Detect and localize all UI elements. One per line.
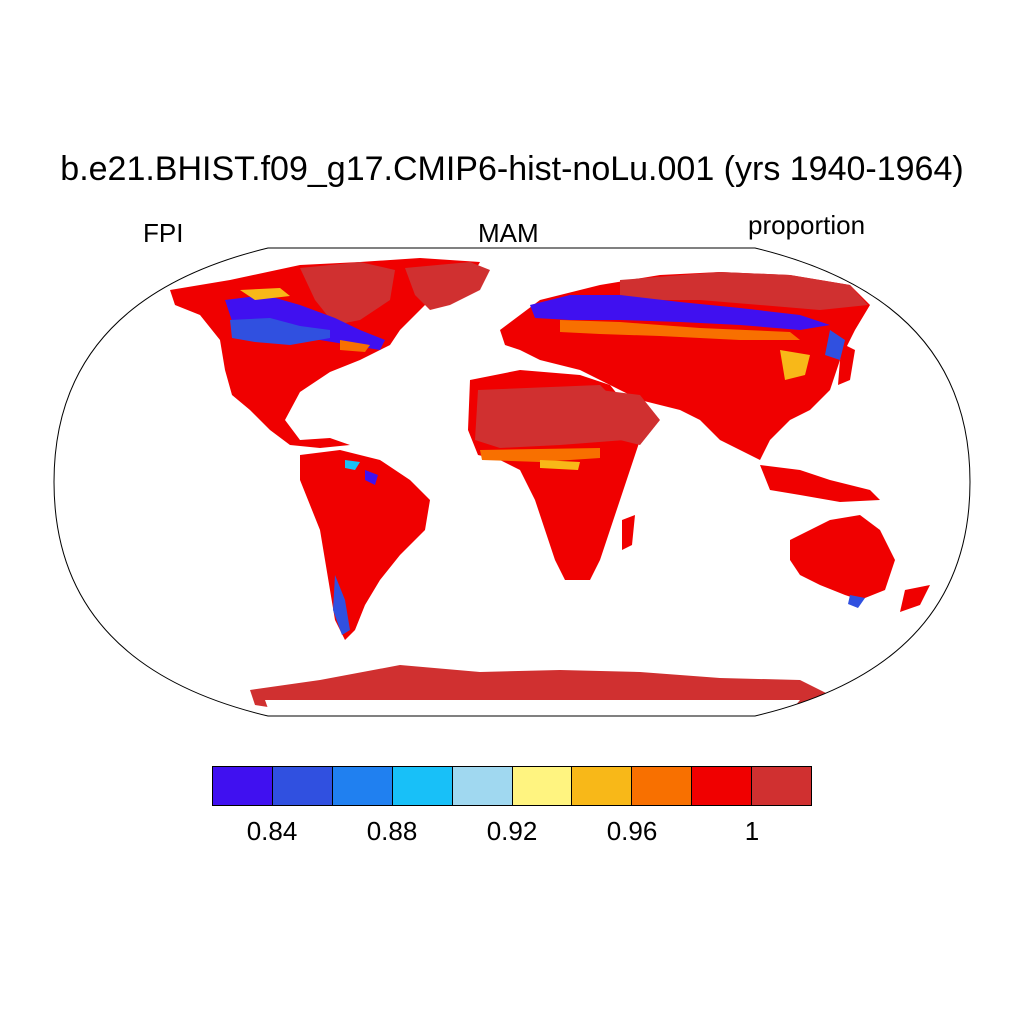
greenland [405, 262, 490, 310]
colorbar-box [752, 767, 812, 805]
colorbar-box [392, 767, 453, 805]
colorbar-box [332, 767, 393, 805]
canada-low-band [225, 295, 385, 350]
siberia-high [620, 272, 868, 310]
colorbar-box [213, 767, 273, 805]
australia [790, 515, 895, 600]
sahara-high [475, 385, 625, 448]
variable-label: FPI [143, 218, 184, 248]
colorbar [212, 766, 812, 806]
season-label: MAM [478, 218, 539, 248]
colorbar-box [572, 767, 633, 805]
units-label: proportion [748, 210, 866, 240]
colorbar-box [512, 767, 573, 805]
colorbar-tick-label: 0.92 [486, 816, 538, 846]
map-border [53, 247, 971, 717]
colorbar-box [452, 767, 513, 805]
eurasia-low-band [530, 295, 830, 330]
colorbar-box [632, 767, 693, 805]
colorbar-box [692, 767, 753, 805]
colorbar-box [272, 767, 333, 805]
colorbar-tick-label: 1 [744, 816, 760, 846]
south-america [300, 450, 430, 640]
colorbar-tick-label: 0.88 [366, 816, 418, 846]
plot-title: b.e21.BHIST.f09_g17.CMIP6-hist-noLu.001 … [60, 150, 964, 188]
colorbar-tick-label: 0.84 [246, 816, 298, 846]
colorbar-tick-label: 0.96 [606, 816, 658, 846]
